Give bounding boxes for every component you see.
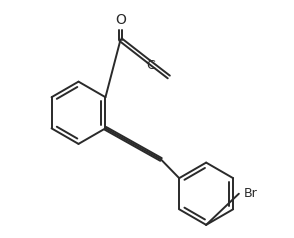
Text: Br: Br bbox=[243, 187, 257, 200]
Text: O: O bbox=[115, 13, 126, 26]
Text: C: C bbox=[146, 59, 155, 72]
